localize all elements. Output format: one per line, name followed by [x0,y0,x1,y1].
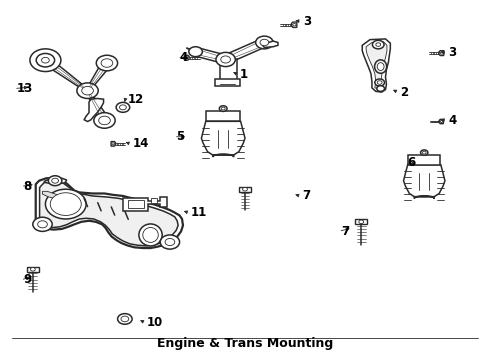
Circle shape [185,57,188,59]
Circle shape [30,49,61,72]
Polygon shape [86,90,109,122]
Text: 2: 2 [400,86,408,99]
Polygon shape [239,187,251,192]
Polygon shape [184,55,189,60]
Polygon shape [404,165,445,197]
Text: 7: 7 [341,225,349,238]
Ellipse shape [377,63,384,71]
Polygon shape [362,39,391,92]
Polygon shape [262,41,278,48]
Ellipse shape [139,224,162,246]
Circle shape [420,150,428,155]
Circle shape [77,83,98,99]
Circle shape [359,220,364,224]
Polygon shape [215,78,240,86]
Text: 4: 4 [448,114,457,127]
Circle shape [256,36,273,49]
Circle shape [121,316,129,322]
Circle shape [36,54,54,67]
Polygon shape [408,155,440,165]
Polygon shape [111,141,116,146]
Circle shape [118,314,132,324]
Polygon shape [44,178,67,184]
Circle shape [377,86,385,91]
Polygon shape [150,198,157,203]
Text: 3: 3 [448,46,457,59]
Polygon shape [194,48,227,63]
Circle shape [216,53,235,67]
Circle shape [50,193,81,215]
Text: 11: 11 [191,206,207,219]
Polygon shape [123,197,167,211]
Circle shape [49,176,62,186]
Text: 13: 13 [16,82,33,95]
Circle shape [96,55,118,71]
Circle shape [440,121,443,122]
Text: 3: 3 [303,15,311,28]
Circle shape [30,267,35,271]
Circle shape [120,105,126,110]
Polygon shape [201,121,245,155]
Polygon shape [439,51,444,55]
Ellipse shape [374,60,387,73]
Polygon shape [292,22,297,27]
Circle shape [33,217,52,231]
Circle shape [440,52,443,54]
Circle shape [160,235,180,249]
Polygon shape [222,39,268,63]
Text: 9: 9 [23,274,31,287]
Text: 7: 7 [302,189,310,202]
Polygon shape [36,178,183,248]
Circle shape [112,143,115,145]
Polygon shape [220,59,237,81]
Circle shape [376,43,381,46]
Circle shape [94,113,115,128]
Circle shape [372,40,384,49]
Text: 12: 12 [128,93,144,106]
Text: 6: 6 [407,157,416,170]
Polygon shape [43,192,61,198]
Circle shape [243,188,247,191]
Circle shape [46,189,86,219]
Polygon shape [27,267,39,272]
Circle shape [42,57,49,63]
Circle shape [189,47,202,57]
Circle shape [375,79,385,86]
Circle shape [221,56,230,63]
Text: 8: 8 [23,180,31,193]
Circle shape [98,116,110,125]
Circle shape [422,151,426,154]
Circle shape [116,102,130,112]
Polygon shape [355,219,367,224]
Text: 10: 10 [147,316,163,329]
Polygon shape [86,61,111,91]
Polygon shape [439,120,443,124]
Text: Engine & Trans Mounting: Engine & Trans Mounting [157,337,333,350]
Polygon shape [213,154,234,157]
Circle shape [220,106,227,111]
Circle shape [221,107,225,110]
Polygon shape [128,200,144,208]
Circle shape [82,86,94,95]
Polygon shape [84,99,103,122]
Circle shape [101,59,113,67]
Circle shape [260,39,269,46]
Circle shape [377,81,382,84]
Text: 14: 14 [133,138,149,150]
Polygon shape [42,58,89,92]
Text: 5: 5 [176,130,184,143]
Circle shape [165,238,175,246]
Ellipse shape [143,228,158,242]
Circle shape [52,178,58,183]
Text: 4: 4 [180,51,188,64]
Circle shape [293,23,296,26]
Polygon shape [40,181,178,246]
Polygon shape [415,196,434,199]
Polygon shape [206,111,240,121]
Circle shape [38,221,48,228]
Text: 1: 1 [240,68,248,81]
Polygon shape [366,42,387,89]
